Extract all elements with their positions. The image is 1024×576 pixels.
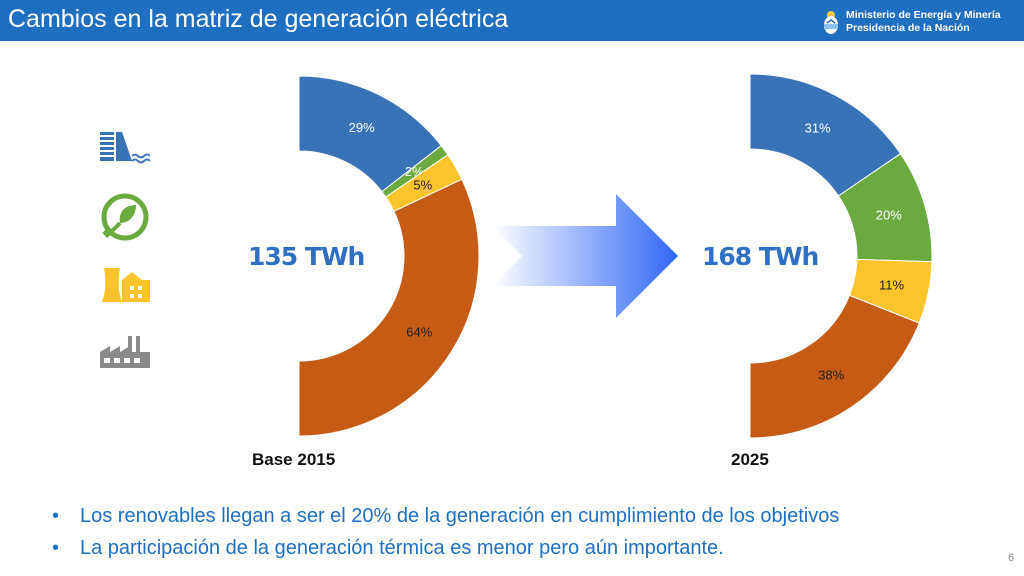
renewable-plug-icon [101,193,149,241]
donut-chart-2025: 31% 20% 11% 38% [749,73,933,439]
year-label-2015: Base 2015 [252,450,336,469]
coat-of-arms-icon [824,11,838,34]
nuclear-plant-icon [102,268,150,302]
slice-label: 11% [879,277,904,292]
year-label-2025: 2025 [731,450,769,469]
ministry-line-1: Ministerio de Energía y Minería [846,9,1001,21]
slice-label: 5% [413,177,432,192]
bullet-item: La participación de la generación térmic… [52,532,839,564]
header-bar: Cambios en la matriz de generación eléct… [0,0,1024,41]
bullet-item: Los renovables llegan a ser el 20% de la… [52,500,839,532]
pie-slice [749,294,920,439]
bullet-list: Los renovables llegan a ser el 20% de la… [52,500,839,564]
page-number: 6 [1008,552,1015,564]
slice-label: 20% [876,208,902,223]
slice-label: 64% [406,324,432,339]
total-2015: 135 TWh [248,242,365,271]
slice-label: 31% [805,120,831,135]
ministry-line-2: Presidencia de la Nación [846,22,970,34]
ministry-logo: Ministerio de Energía y Minería Presiden… [822,8,1001,36]
pie-slice [298,178,480,437]
page-title: Cambios en la matriz de generación eléct… [8,5,509,33]
slice-label: 29% [349,120,375,135]
ministry-text: Ministerio de Energía y Minería Presiden… [846,9,1001,35]
donut-chart-2015: 29%2%5%64% [298,75,480,437]
hydro-dam-icon [100,132,150,164]
total-2025: 168 TWh [702,242,819,271]
slice-label: 38% [818,368,844,383]
thermal-factory-icon [100,336,150,368]
transition-arrow [492,194,678,318]
